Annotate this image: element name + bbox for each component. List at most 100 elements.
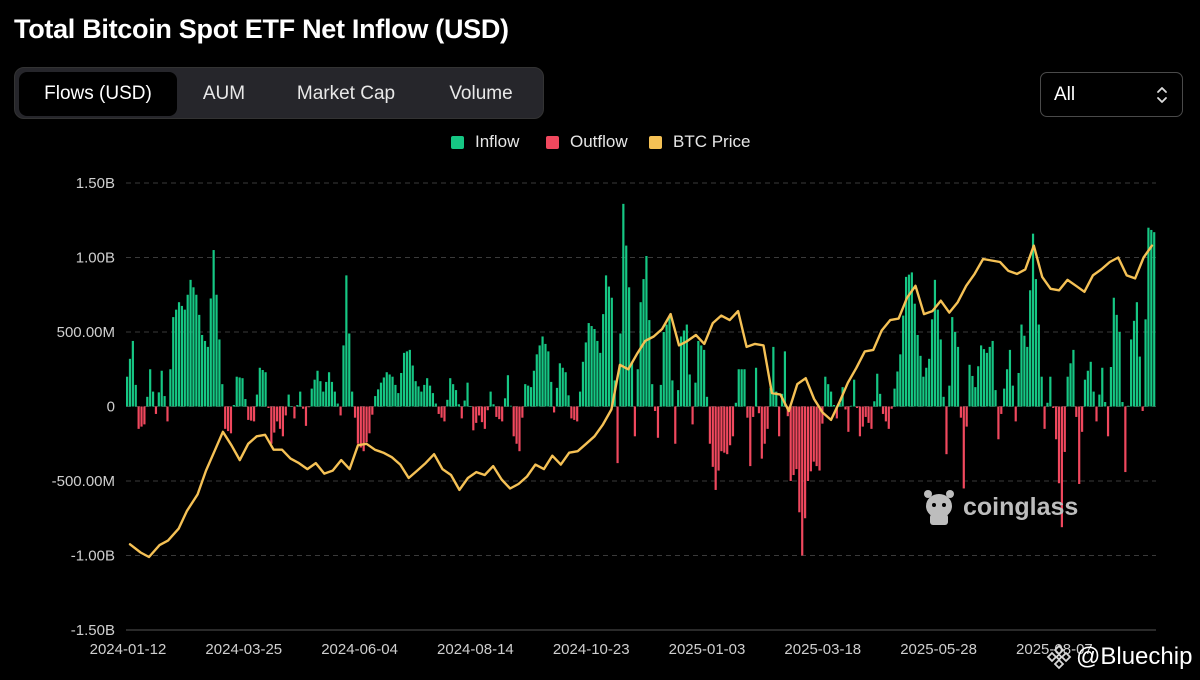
tab-volume[interactable]: Volume [449,83,513,104]
flow-bar [296,405,299,407]
flow-bar [795,406,798,470]
flow-bar [550,381,553,407]
flow-bar [472,406,475,431]
flow-bar [1130,339,1133,407]
y-tick-label: -1.50B [71,622,115,639]
flow-bar [362,406,365,452]
range-select-value: All [1054,84,1076,105]
flow-bar [284,406,287,416]
flow-bar [653,406,657,411]
flow-bar [463,400,466,407]
flow-bar [858,406,862,437]
flow-bar [881,406,885,414]
flow-bar [244,399,247,407]
flow-bar [766,406,769,429]
flow-bar [584,342,587,407]
flow-bar [212,250,215,407]
flow-bar [651,384,654,407]
flow-bar [850,405,853,407]
flow-bar [602,314,605,407]
flow-bar [1066,376,1069,407]
y-tick-label: -500.00M [52,473,115,490]
flow-bar [838,402,841,407]
flow-bar [968,364,971,407]
flow-bar [587,323,590,407]
flow-bar [622,203,625,407]
flow-bar [426,378,429,407]
flow-bar [379,382,383,407]
flow-bar [405,351,409,407]
flow-bar [1141,406,1144,411]
flow-bar [316,370,319,407]
flow-bar [737,369,740,407]
flow-bar [553,406,556,413]
flow-bar [656,406,660,438]
flow-bar [238,377,241,407]
tab-market-cap[interactable]: Market Cap [296,83,396,104]
flow-bar [907,274,911,407]
flow-bar [1118,332,1121,407]
flow-bar [884,406,887,422]
flow-bar [951,317,954,407]
flow-bar [636,369,639,407]
flow-bar [501,406,504,422]
flow-bar [503,398,507,407]
x-tick-label: 2025-05-28 [900,641,977,658]
flow-bar [198,314,201,407]
flow-bar [703,349,706,407]
y-tick-label: 0 [107,399,115,416]
flow-bar [1023,335,1026,407]
flow-bar [255,394,259,407]
flow-bar [1101,367,1104,407]
flow-bar [1072,349,1075,407]
tab-flows-usd[interactable]: Flows (USD) [19,72,177,116]
flow-bar [668,317,671,407]
y-tick-label: 1.00B [76,250,115,267]
legend-btc-price-label: BTC Price [673,132,751,151]
flow-bar [812,406,815,462]
flow-bar [578,391,582,407]
coinglass-mascot-icon [924,490,954,525]
flow-bar [521,406,524,418]
x-tick-label: 2024-06-04 [321,641,398,658]
flow-bar [218,339,221,407]
flow-bar [1086,370,1089,407]
flow-bar [682,330,686,407]
flow-bar [377,389,380,407]
flow-bar [515,406,518,444]
flow-bar [954,332,957,407]
flow-bar [596,340,599,407]
flow-bar [982,349,986,407]
flow-bar [270,406,273,444]
flow-bar [1127,405,1130,407]
flow-bar [734,402,737,407]
flow-bar [1011,385,1014,407]
flow-bar [1040,376,1043,407]
flow-bar [400,372,403,407]
range-select[interactable]: All [1040,72,1183,117]
flow-bar [879,393,882,407]
flow-bar [258,367,261,407]
flow-bar [452,384,455,407]
flow-bar [991,340,994,407]
tab-aum[interactable]: AUM [202,83,246,104]
flow-bar [209,298,212,407]
flow-bar [506,375,510,407]
flow-bar [1104,402,1107,407]
legend-btc-price-swatch [649,136,662,149]
flow-bar [431,393,435,407]
flow-bar [201,334,204,407]
flow-bar [590,326,593,407]
flow-bar [166,406,169,422]
flow-bar [177,302,181,407]
flow-bar [1026,346,1029,407]
flow-bar [192,287,195,407]
flow-bar [273,406,276,433]
flow-bar [1124,406,1127,473]
flow-bar [1057,406,1061,484]
chart-legend: Inflow Outflow BTC Price [0,132,1200,154]
flow-bar [322,391,325,407]
flow-bar [1049,376,1052,407]
flow-bar [480,406,484,423]
flow-bar [1106,406,1110,437]
